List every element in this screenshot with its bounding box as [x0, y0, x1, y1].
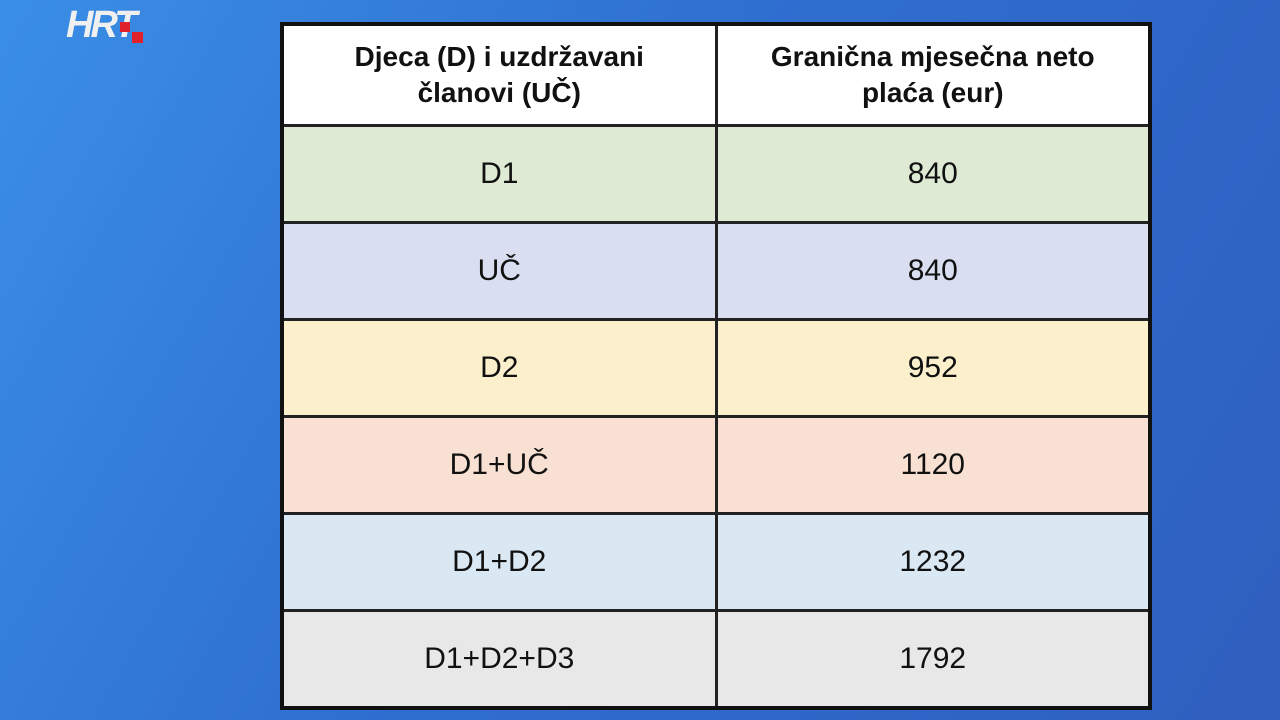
table-cell: D1+D2 [280, 512, 718, 612]
table-cell: 1792 [714, 609, 1152, 710]
header-row: Djeca (D) i uzdržavani članovi (UČ) Gran… [280, 22, 1152, 127]
logo-mark [120, 22, 130, 32]
table-cell: 952 [714, 318, 1152, 418]
table-cell: D1+D2+D3 [280, 609, 718, 710]
header-cell: Granična mjesečna neto plaća (eur) [714, 22, 1152, 127]
table-cell: D2 [280, 318, 718, 418]
table-row: D1+D2+D3 1792 [280, 609, 1152, 710]
table-row: D1 840 [280, 124, 1152, 224]
header-cell: Djeca (D) i uzdržavani članovi (UČ) [280, 22, 718, 127]
table-cell: UČ [280, 221, 718, 321]
table-cell: 1120 [714, 415, 1152, 515]
table-row: D1+UČ 1120 [280, 415, 1152, 515]
table-cell: D1 [280, 124, 718, 224]
table-row: D1+D2 1232 [280, 512, 1152, 612]
logo-mark [132, 32, 143, 43]
table: Djeca (D) i uzdržavani članovi (UČ) Gran… [280, 22, 1152, 710]
table-cell: 840 [714, 124, 1152, 224]
table-row: D2 952 [280, 318, 1152, 418]
table-cell: D1+UČ [280, 415, 718, 515]
table-cell: 840 [714, 221, 1152, 321]
table-row: UČ 840 [280, 221, 1152, 321]
table-cell: 1232 [714, 512, 1152, 612]
